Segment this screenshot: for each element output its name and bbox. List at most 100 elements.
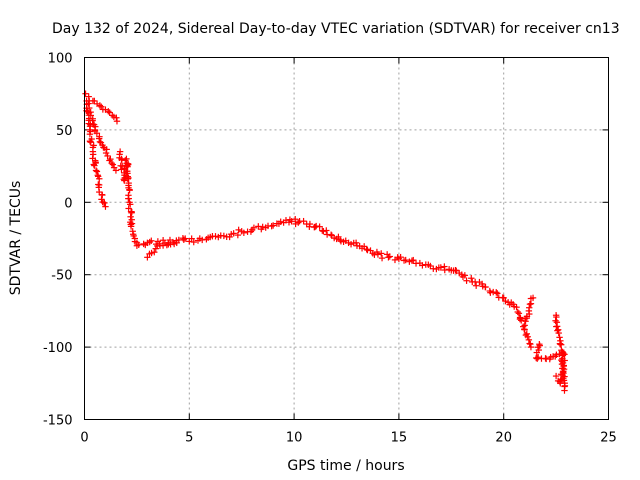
trace-point [96,138,104,145]
trace-point [86,130,94,138]
data-point [536,341,543,348]
trace-point [107,155,114,163]
data-point [500,294,507,302]
trace-point [84,108,91,115]
trace-point [188,235,195,242]
data-point [561,387,568,394]
trace-point [323,227,330,234]
x-axis-label: GPS time / hours [287,458,404,474]
trace-point [461,272,469,279]
trace-point [105,108,112,115]
data-point [552,372,560,380]
trace-point [527,340,534,348]
x-tick-label: 0 [80,431,88,446]
data-point [320,228,327,235]
trace-point [102,149,110,157]
x-tick-label: 5 [185,431,193,446]
trace-point [240,229,248,237]
trace-point [556,334,563,341]
trace-point [463,277,470,284]
trace-point [316,223,323,230]
trace-point [523,330,531,338]
data-marks [82,90,569,394]
x-tick-label: 10 [286,431,303,446]
data-point [144,254,151,261]
trace-point [532,354,540,362]
data-point [529,294,537,302]
trace-point [493,289,500,296]
data-point [269,222,277,229]
trace-point [518,317,525,324]
trace-point [452,267,459,274]
trace-point [93,130,101,137]
trace-point [148,237,155,244]
data-point [173,239,180,247]
trace-point [220,232,228,240]
trace-point [561,357,568,364]
trace-point [93,168,101,175]
trace-point [87,139,94,146]
y-axis-label: SDTVAR / TECUs [8,181,24,296]
data-point [127,213,134,220]
trace-point [419,262,426,269]
data-point [108,160,115,167]
trace-point [128,208,136,216]
trace-point [268,222,275,230]
trace-point [122,157,129,164]
trace-point [397,253,404,261]
data-point [437,264,445,271]
trace-point [441,266,448,274]
data-point [534,355,541,362]
y-tick-label: -100 [43,341,73,356]
trace-point [180,236,188,243]
trace-point [487,289,494,296]
data-point [102,203,109,210]
trace-point [127,201,134,208]
trace-point [288,218,295,225]
trace-point [277,218,284,225]
trace-point [482,283,489,291]
trace-point [410,256,417,264]
trace-point [386,253,393,260]
data-point [100,144,107,151]
trace-point [151,248,158,256]
chart-title: Day 132 of 2024, Sidereal Day-to-day VTE… [52,21,620,37]
trace-point [524,333,531,340]
data-point [99,191,106,199]
data-point [95,135,103,142]
data-point [104,152,111,160]
trace-point [363,246,370,253]
data-point [521,322,528,329]
trace-point [378,250,385,257]
grid [84,57,609,420]
trace-point [494,290,501,297]
trace-point [85,100,92,107]
trace-point [535,346,542,354]
trace-point [468,275,475,282]
trace-point [526,304,533,311]
trace-point [91,162,98,169]
y-tick-label: 0 [64,196,72,211]
trace-point [100,199,108,207]
trace-point [378,254,386,262]
x-tick-label: 25 [600,431,617,446]
trace-point [129,231,137,238]
y-tick-label: 100 [48,52,73,67]
data-point [82,90,89,97]
data-point [123,155,130,163]
trace-point [327,231,335,238]
trace-point [113,114,120,121]
trace-point [300,217,307,225]
data-point [525,336,533,344]
trace-point [96,102,104,109]
x-tick-label: 20 [495,431,512,446]
trace-point [230,230,237,237]
trace-point [515,310,523,317]
trace-point [163,241,171,249]
plot-frame [84,57,609,420]
trace-point [552,317,559,324]
y-tick-label: -150 [43,414,73,429]
data-point [259,223,266,231]
trace-point [190,238,197,246]
